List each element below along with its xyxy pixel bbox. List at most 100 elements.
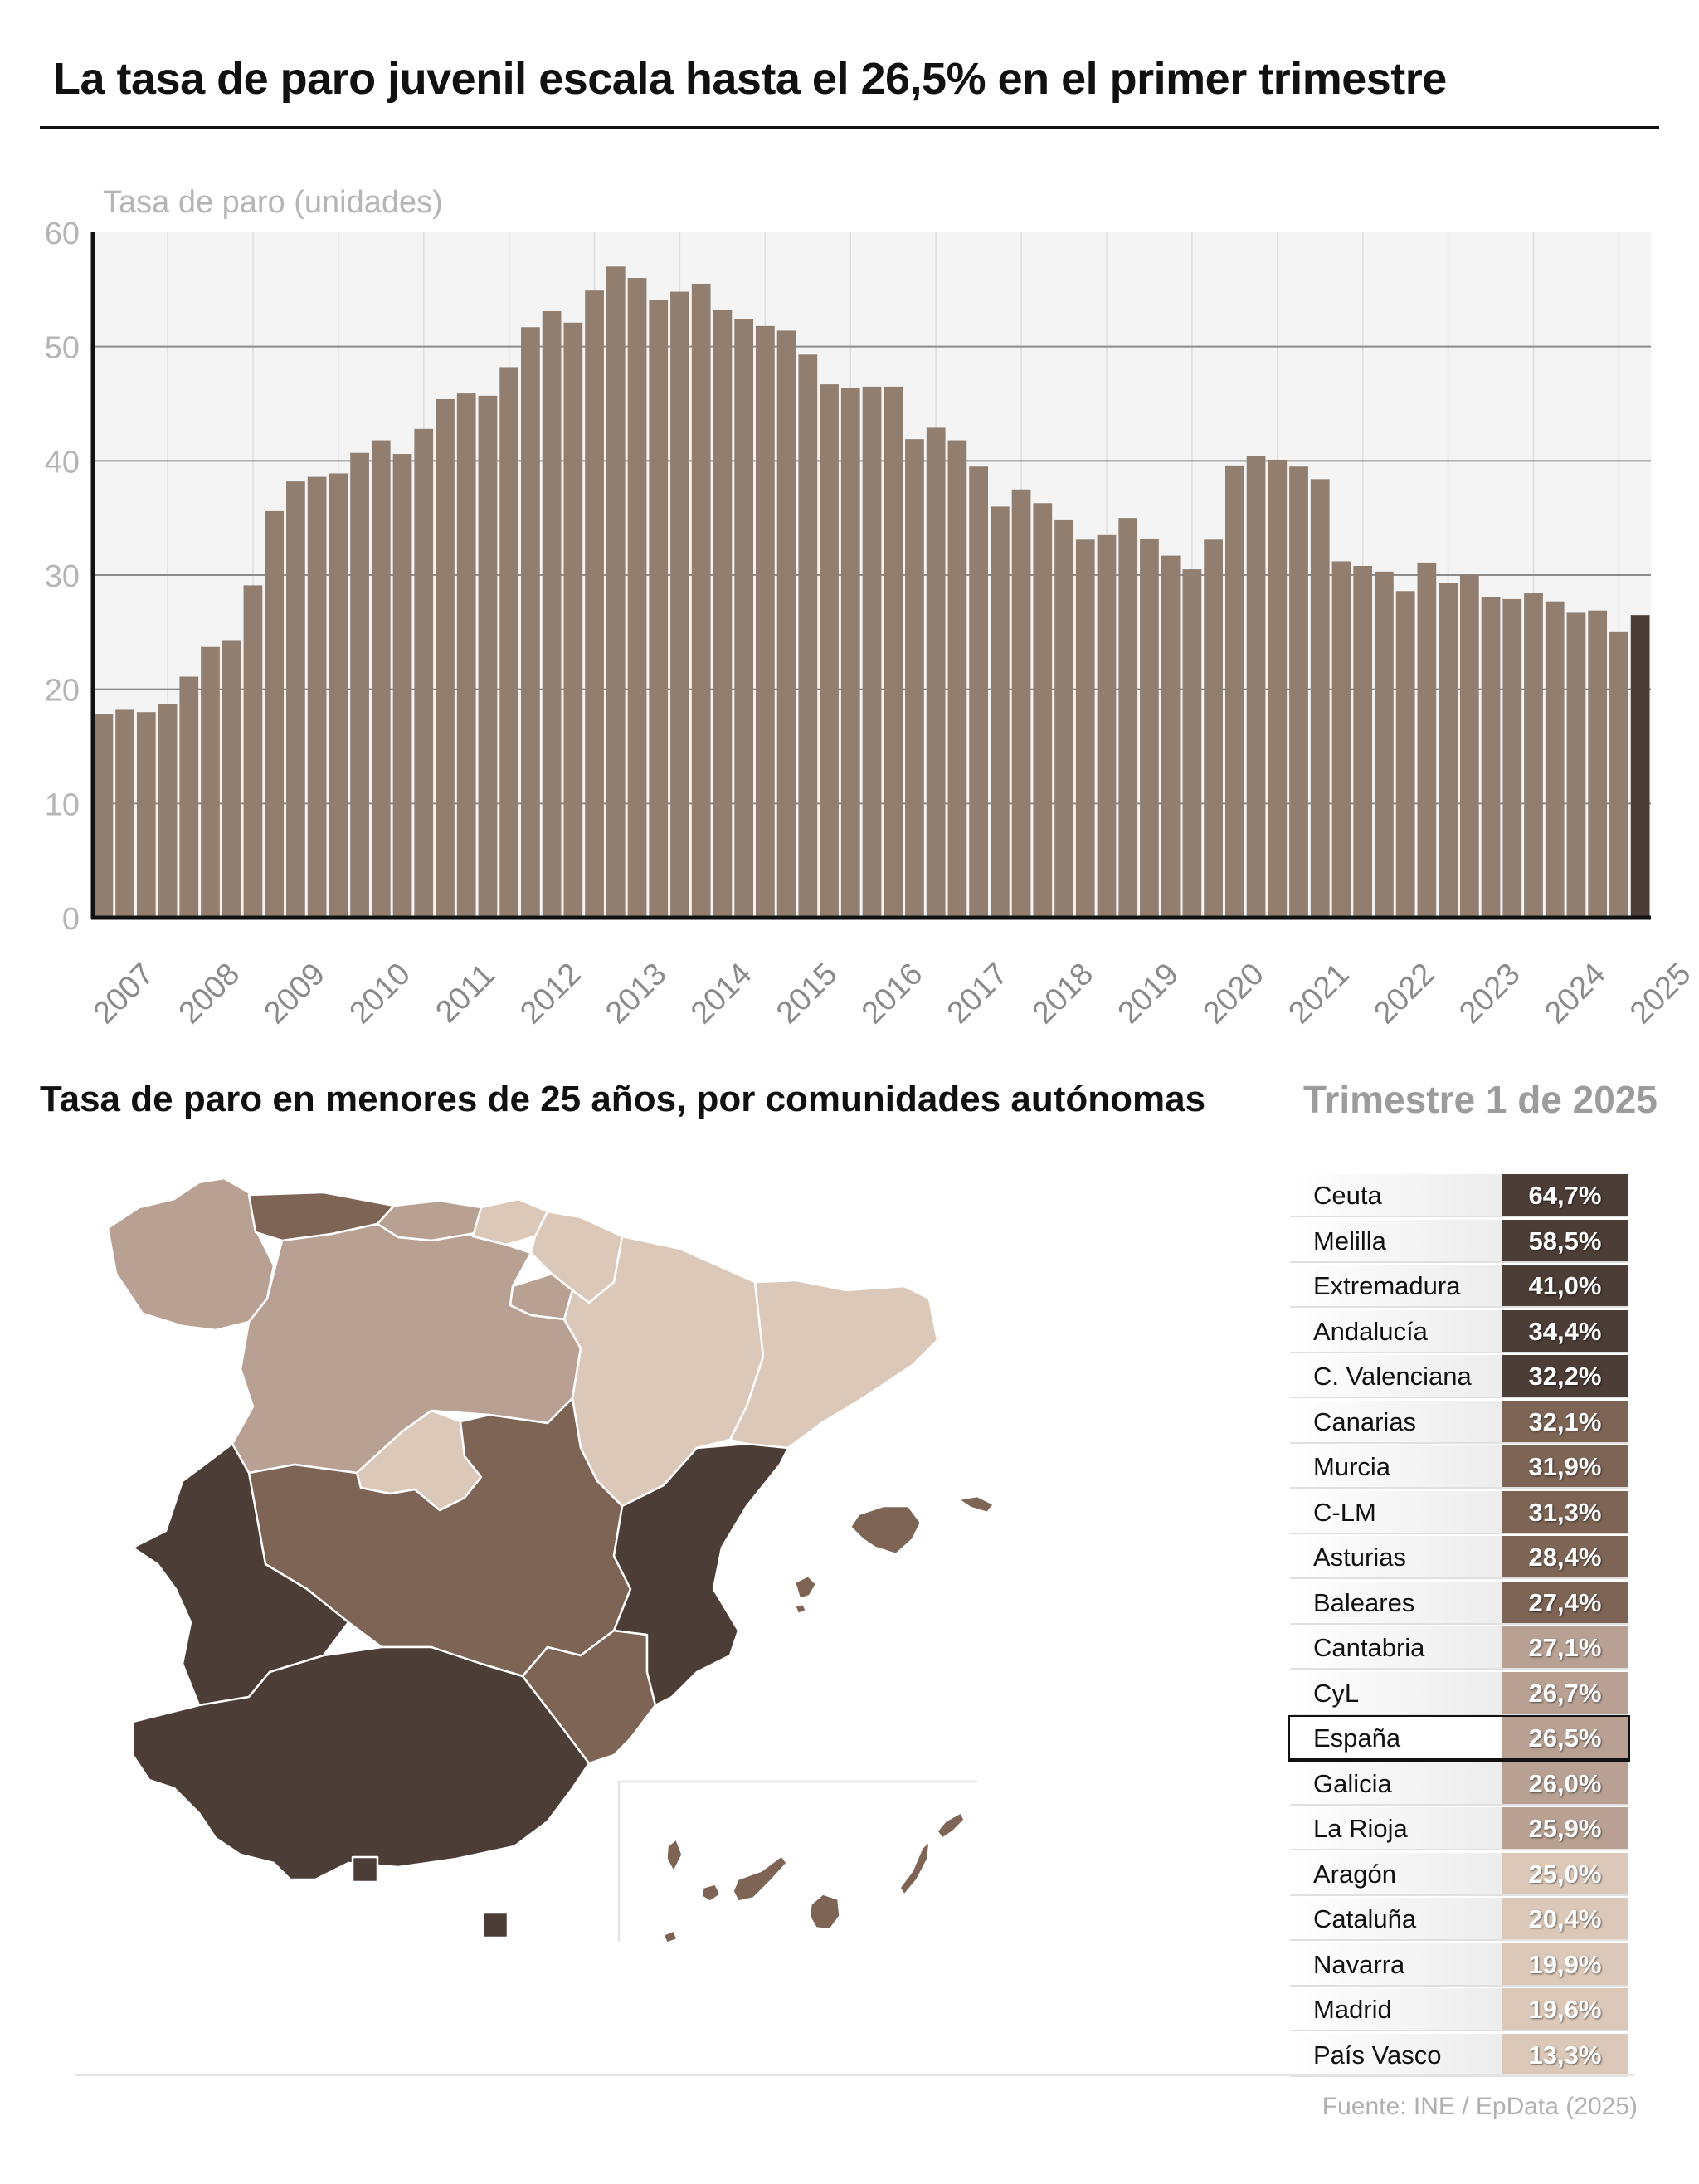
region-name: País Vasco	[1290, 2033, 1504, 2075]
y-axis-title: Tasa de paro (unidades)	[103, 185, 443, 220]
bar	[990, 506, 1010, 918]
region-name: Asturias	[1290, 1536, 1504, 1577]
bar	[1224, 465, 1244, 918]
map-canarias-lanzarote	[937, 1811, 965, 1840]
bar	[713, 310, 733, 918]
y-tick-label: 0	[62, 902, 80, 937]
bar	[905, 439, 924, 918]
bar	[1502, 598, 1522, 918]
table-row: CyL 26,7%	[1290, 1671, 1628, 1715]
x-tick-label: 2008	[173, 957, 246, 1029]
bar	[1033, 503, 1053, 918]
region-value: 26,5%	[1502, 1717, 1628, 1758]
bar	[1161, 555, 1181, 918]
bar	[478, 395, 498, 918]
x-tick-label: 2014	[684, 957, 758, 1029]
x-tick-label: 2017	[941, 957, 1015, 1029]
region-value: 13,3%	[1502, 2033, 1628, 2075]
bar	[414, 428, 434, 918]
map-canarias-la-palma	[666, 1838, 683, 1873]
bar	[969, 466, 988, 918]
x-tick-label: 2021	[1282, 957, 1356, 1029]
bar	[201, 646, 220, 918]
bar	[136, 712, 156, 918]
bar	[606, 266, 626, 918]
table-row: C. Valenciana 32,2%	[1290, 1355, 1628, 1398]
table-row: C-LM 31,3%	[1290, 1490, 1628, 1534]
y-tick-label: 20	[45, 674, 80, 709]
bar	[947, 440, 967, 918]
bar	[456, 393, 476, 918]
bar	[115, 709, 134, 918]
bar	[1331, 561, 1351, 918]
canarias-inset-frame	[617, 1780, 977, 1942]
bar	[1118, 518, 1138, 918]
x-tick-label: 2007	[87, 957, 161, 1029]
bar	[521, 327, 540, 919]
y-tick-label: 60	[45, 217, 80, 251]
bar	[1524, 593, 1543, 918]
bar	[1588, 610, 1608, 918]
map-region-baleares-ibiza	[793, 1574, 818, 1601]
x-tick-label: 2018	[1026, 957, 1100, 1029]
region-value: 19,6%	[1502, 1988, 1628, 2030]
table-row: Murcia 31,9%	[1290, 1445, 1628, 1489]
spain-regions-map	[106, 1177, 996, 1943]
x-tick-label: 2015	[770, 957, 844, 1029]
region-name: Galicia	[1290, 1762, 1504, 1804]
x-tick-label: 2013	[599, 957, 673, 1029]
region-value: 41,0%	[1502, 1265, 1628, 1306]
region-name: Extremadura	[1290, 1265, 1504, 1306]
bar	[1310, 479, 1330, 918]
table-row: Madrid 19,6%	[1290, 1988, 1628, 2031]
region-value: 27,1%	[1502, 1626, 1628, 1668]
bar	[756, 325, 775, 918]
x-tick-label: 2012	[514, 957, 587, 1029]
table-row: Galicia 26,0%	[1290, 1762, 1628, 1806]
y-tick-label: 40	[45, 445, 80, 480]
region-value: 31,9%	[1502, 1445, 1628, 1487]
bar	[649, 300, 669, 918]
footer-divider	[75, 2074, 1634, 2076]
x-tick-label: 2016	[855, 957, 929, 1029]
bar	[1097, 534, 1117, 918]
table-row: La Rioja 25,9%	[1290, 1807, 1628, 1850]
x-tick-label: 2009	[258, 957, 332, 1029]
bar	[1545, 601, 1565, 918]
bar	[499, 367, 519, 918]
bar	[1439, 583, 1458, 918]
region-name: La Rioja	[1290, 1807, 1504, 1849]
bar	[350, 452, 369, 918]
bar	[798, 354, 818, 918]
map-region-andalucia	[131, 1645, 591, 1881]
table-row: Ceuta 64,7%	[1290, 1174, 1628, 1217]
map-region-baleares-formentera	[793, 1602, 808, 1616]
y-tick-label: 50	[45, 331, 80, 366]
map-region-cataluna	[728, 1279, 939, 1450]
bar	[820, 384, 839, 918]
table-row: Melilla 58,5%	[1290, 1219, 1628, 1263]
region-name: Ceuta	[1290, 1174, 1504, 1216]
table-row: País Vasco 13,3%	[1290, 2033, 1628, 2077]
map-region-ceuta	[351, 1855, 379, 1884]
map-subtitle: Tasa de paro en menores de 25 años, por …	[40, 1079, 1206, 1119]
bar	[585, 290, 604, 918]
region-value: 27,4%	[1502, 1581, 1628, 1623]
map-region-baleares-menorca	[957, 1494, 996, 1514]
bar	[776, 330, 796, 918]
region-name: Navarra	[1290, 1943, 1504, 1985]
region-name: Andalucía	[1290, 1309, 1504, 1352]
bar	[1481, 597, 1501, 918]
region-value: 26,0%	[1502, 1762, 1628, 1804]
map-region-valencia	[612, 1442, 790, 1707]
region-name: Madrid	[1290, 1988, 1504, 2030]
chart-title: La tasa de paro juvenil escala hasta el …	[53, 54, 1447, 104]
bar	[1268, 459, 1288, 918]
region-value: 58,5%	[1502, 1219, 1628, 1261]
table-row: Cantabria 27,1%	[1290, 1626, 1628, 1670]
region-value: 25,0%	[1502, 1852, 1628, 1894]
bar	[265, 510, 285, 918]
region-value: 25,9%	[1502, 1807, 1628, 1849]
region-name: Baleares	[1290, 1581, 1504, 1623]
bar	[243, 585, 263, 918]
